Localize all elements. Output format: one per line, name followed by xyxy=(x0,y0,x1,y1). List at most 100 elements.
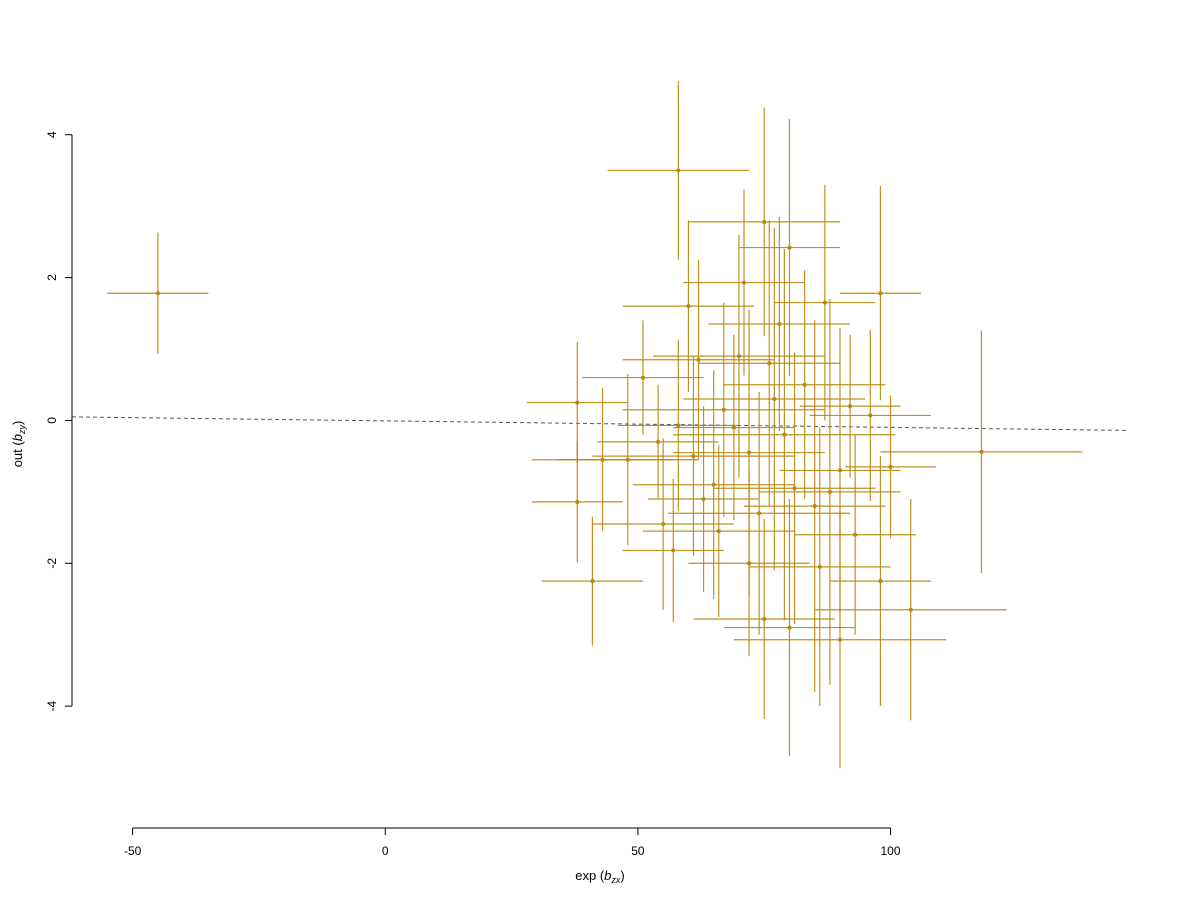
point-marker xyxy=(787,245,792,250)
point-marker xyxy=(812,504,817,509)
point-marker xyxy=(802,382,807,387)
data-point xyxy=(653,234,825,478)
point-marker xyxy=(979,449,984,454)
point-marker xyxy=(878,291,883,296)
data-point xyxy=(723,499,856,757)
data-point xyxy=(794,434,916,635)
point-marker xyxy=(848,404,853,409)
point-marker xyxy=(888,464,893,469)
data-point xyxy=(648,406,760,592)
point-marker xyxy=(736,354,741,359)
point-marker xyxy=(787,625,792,630)
data-point xyxy=(829,456,931,707)
point-marker xyxy=(691,454,696,459)
point-marker xyxy=(772,397,777,401)
y-axis: -4 -2 0 2 4 xyxy=(45,131,73,711)
x-tick-label: -50 xyxy=(124,844,142,858)
point-marker xyxy=(590,579,595,584)
point-marker xyxy=(731,425,736,430)
point-marker xyxy=(782,432,787,437)
data-point xyxy=(673,249,896,621)
data-point xyxy=(531,441,623,563)
data-point xyxy=(582,320,704,435)
data-point xyxy=(774,184,876,421)
data-point xyxy=(622,220,755,392)
point-marker xyxy=(676,168,681,173)
point-marker xyxy=(711,482,716,487)
point-marker xyxy=(767,361,772,366)
point-marker xyxy=(777,322,782,326)
point-marker xyxy=(661,522,666,526)
data-point xyxy=(723,270,886,499)
data-point xyxy=(738,119,840,377)
point-marker xyxy=(838,637,842,642)
y-axis-title: out (bzy) xyxy=(10,421,27,468)
point-marker xyxy=(625,457,630,462)
data-point xyxy=(592,356,795,557)
data-point xyxy=(845,395,936,539)
point-marker xyxy=(721,407,726,412)
data-point xyxy=(749,427,891,707)
y-tick-label: 0 xyxy=(45,417,59,424)
data-point xyxy=(814,499,1007,721)
x-axis: -50 0 50 100 xyxy=(124,827,901,858)
x-axis-title: exp (bzx) xyxy=(575,868,625,885)
data-point xyxy=(840,186,921,401)
data-point xyxy=(673,334,795,521)
data-point xyxy=(557,374,699,546)
point-marker xyxy=(817,564,822,569)
point-marker xyxy=(575,499,580,504)
x-axis-title-sub: zx xyxy=(610,875,621,885)
point-marker xyxy=(701,497,706,501)
point-marker xyxy=(671,548,676,553)
data-point xyxy=(799,334,901,478)
regression-layer xyxy=(71,416,1129,431)
data-point xyxy=(632,370,795,599)
data-point xyxy=(683,189,805,376)
data-point xyxy=(759,299,901,685)
point-marker xyxy=(827,489,832,494)
data-point xyxy=(744,320,886,692)
x-tick-label: 50 xyxy=(631,844,645,858)
y-ticks: -4 -2 0 2 4 xyxy=(45,131,72,711)
data-point xyxy=(597,384,719,499)
data-point xyxy=(592,438,734,610)
data-point xyxy=(622,259,775,460)
y-axis-title-sub: zy xyxy=(17,425,27,436)
point-marker xyxy=(762,219,767,224)
data-point xyxy=(713,352,876,624)
point-marker xyxy=(878,579,883,584)
data-point xyxy=(607,81,750,260)
data-point xyxy=(668,391,851,635)
point-marker xyxy=(822,300,827,305)
point-marker xyxy=(640,375,645,380)
data-point xyxy=(733,511,947,769)
y-tick-label: 2 xyxy=(45,274,59,281)
point-marker xyxy=(656,439,661,444)
point-marker xyxy=(838,468,842,473)
point-marker xyxy=(757,511,762,516)
data-point xyxy=(683,227,866,571)
data-point xyxy=(809,329,931,502)
x-ticks: -50 0 50 100 xyxy=(124,828,901,858)
point-marker xyxy=(716,529,721,534)
data-point xyxy=(642,445,795,617)
x-tick-label: 0 xyxy=(382,844,389,858)
data-point xyxy=(688,470,810,657)
point-marker xyxy=(792,486,797,491)
y-tick-label: 4 xyxy=(45,131,59,138)
point-marker xyxy=(853,532,858,537)
data-point xyxy=(107,232,209,354)
y-tick-label: -4 xyxy=(45,700,59,711)
x-axis-title-main: exp xyxy=(575,868,596,883)
data-point xyxy=(541,516,643,646)
regression-line xyxy=(71,416,1129,431)
point-marker xyxy=(747,561,752,566)
y-tick-label: -2 xyxy=(45,558,59,569)
point-marker xyxy=(908,607,913,612)
point-marker xyxy=(676,423,681,428)
point-marker xyxy=(762,617,767,621)
x-tick-label: 100 xyxy=(881,844,901,858)
point-marker xyxy=(155,291,160,296)
